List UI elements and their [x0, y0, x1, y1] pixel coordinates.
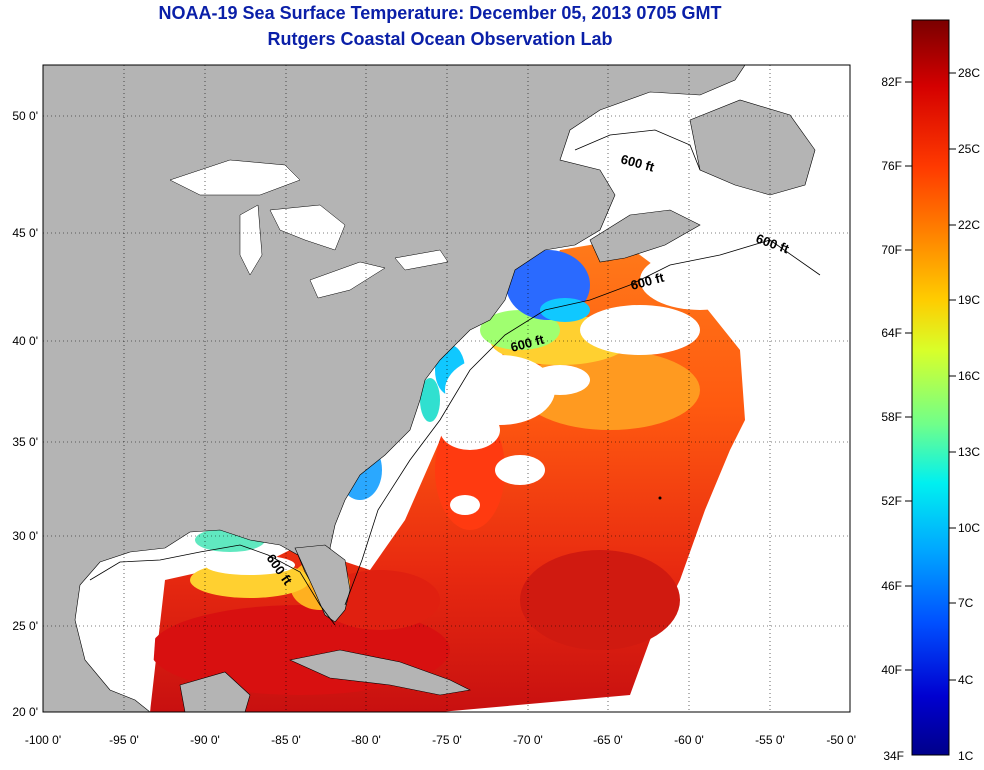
lat-tick-label: 45 0'	[12, 226, 38, 240]
colorbar-f-label: 58F	[881, 410, 902, 424]
lat-tick-label: 35 0'	[12, 435, 38, 449]
land-newfoundland	[689, 99, 816, 196]
lon-tick-label: -70 0'	[513, 733, 543, 747]
map-area	[43, 65, 850, 712]
lat-tick-label: 30 0'	[12, 529, 38, 543]
map-title: NOAA-19 Sea Surface Temperature: Decembe…	[158, 3, 722, 23]
lon-tick-label: -60 0'	[674, 733, 704, 747]
lon-tick-label: -95 0'	[109, 733, 139, 747]
depth-contour-600ft	[344, 239, 821, 606]
colorbar-gradient	[911, 19, 950, 756]
colorbar-f-label: 82F	[881, 75, 902, 89]
lat-tick-label: 20 0'	[12, 705, 38, 719]
bermuda-dot	[658, 496, 662, 500]
colorbar-f-label: 40F	[881, 663, 902, 677]
lat-tick-label: 50 0'	[12, 109, 38, 123]
lon-tick-label: -85 0'	[271, 733, 301, 747]
colorbar-c-label: 7C	[958, 596, 974, 610]
lon-tick-label: -80 0'	[351, 733, 381, 747]
colorbar-c-label: 4C	[958, 673, 974, 687]
colorbar-c-label: 19C	[958, 293, 980, 307]
lon-tick-label: -75 0'	[432, 733, 462, 747]
lon-tick-label: -55 0'	[755, 733, 785, 747]
colorbar-f-label: 76F	[881, 159, 902, 173]
land-yucatan	[179, 671, 251, 712]
colorbar-c-label: 22C	[958, 218, 980, 232]
colorbar-f-label: 46F	[881, 579, 902, 593]
lon-tick-label: -90 0'	[190, 733, 220, 747]
colorbar-c-label: 28C	[958, 66, 980, 80]
lat-tick-label: 25 0'	[12, 619, 38, 633]
colorbar-f-label: 70F	[881, 243, 902, 257]
latitude-axis: 50 0' 45 0' 40 0' 35 0' 30 0' 25 0' 20 0…	[12, 109, 38, 719]
lon-tick-label: -100 0'	[25, 733, 61, 747]
colorbar-c-label: 25C	[958, 142, 980, 156]
longitude-axis: -100 0' -95 0' -90 0' -85 0' -80 0' -75 …	[25, 733, 856, 747]
colorbar-c-label: 10C	[958, 521, 980, 535]
lon-tick-label: -50 0'	[826, 733, 856, 747]
lon-tick-label: -65 0'	[593, 733, 623, 747]
graticule	[43, 65, 850, 712]
land-nova-scotia	[589, 209, 701, 263]
depth-contour-600ft-gulf-stlawrence	[574, 129, 701, 171]
land-cuba	[289, 649, 471, 696]
land-florida	[294, 544, 351, 623]
depth-contour-600ft-gulf	[89, 544, 336, 626]
colorbar-c-label: 13C	[958, 445, 980, 459]
temperature-colorbar: 82F 76F 70F 64F 58F 52F 46F 40F 34F 28C …	[881, 19, 980, 763]
colorbar-c-label: 16C	[958, 369, 980, 383]
lat-tick-label: 40 0'	[12, 334, 38, 348]
colorbar-f-label: 34F	[883, 749, 904, 763]
land-north-america	[43, 65, 746, 712]
colorbar-f-label: 52F	[881, 494, 902, 508]
colorbar-c-label: 1C	[958, 749, 974, 763]
map-frame	[42, 64, 851, 713]
cloud-mask	[205, 250, 760, 575]
colorbar-f-label: 64F	[881, 326, 902, 340]
map-subtitle: Rutgers Coastal Ocean Observation Lab	[267, 29, 613, 49]
great-lakes	[169, 159, 449, 299]
